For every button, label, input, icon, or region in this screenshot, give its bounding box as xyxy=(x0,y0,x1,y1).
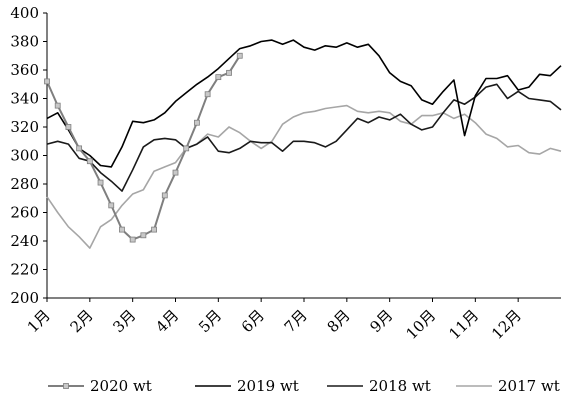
series-line-2017-wt xyxy=(46,104,562,249)
x-tick-label: 1月 xyxy=(24,306,54,336)
x-tick-label: 6月 xyxy=(238,306,268,336)
data-point xyxy=(226,69,232,76)
series-line-2019-wt xyxy=(46,39,562,168)
x-tick-label: 10月 xyxy=(402,306,439,343)
data-point xyxy=(204,91,211,98)
x-tick-label: 7月 xyxy=(281,306,311,336)
y-tick-label: 360 xyxy=(10,61,39,79)
y-tick-label: 340 xyxy=(10,90,39,108)
y-tick-label: 320 xyxy=(10,118,39,136)
x-tick-label: 9月 xyxy=(366,306,396,336)
y-tick-label: 280 xyxy=(10,175,39,193)
data-point xyxy=(119,226,125,233)
series-layer xyxy=(44,39,562,249)
legend-label: 2019 wt xyxy=(237,377,299,395)
x-tick-label: 4月 xyxy=(152,306,182,336)
data-point xyxy=(215,74,222,81)
series-line-2018-wt xyxy=(46,83,562,192)
y-tick-label: 260 xyxy=(10,204,39,222)
x-tick-label: 3月 xyxy=(109,306,139,336)
data-point xyxy=(183,145,190,152)
x-tick-label: 12月 xyxy=(488,306,525,343)
data-point xyxy=(65,124,72,130)
data-point xyxy=(151,226,157,233)
y-tick-label: 200 xyxy=(10,289,39,307)
legend-label: 2020 wt xyxy=(90,377,152,395)
data-point xyxy=(194,119,200,126)
y-tick-label: 400 xyxy=(10,4,39,22)
data-point xyxy=(86,158,93,165)
x-tick-label: 11月 xyxy=(445,306,482,343)
x-tick-label: 2月 xyxy=(67,306,97,336)
data-point xyxy=(129,236,136,243)
data-point xyxy=(44,78,50,85)
data-point xyxy=(140,232,147,239)
legend-marker xyxy=(63,383,69,389)
legend-label: 2017 wt xyxy=(498,377,560,395)
data-point xyxy=(172,169,179,176)
data-point xyxy=(76,145,83,152)
data-point xyxy=(161,192,168,199)
data-point xyxy=(108,202,115,209)
data-point xyxy=(236,52,243,59)
chart-legend: 2020 wt 2019 wt 2018 wt 2017 wt xyxy=(48,377,560,395)
chart-axes: 200 220 240 260 280 300 320 340 360 380 400 1月 2月 3月 4… xyxy=(10,4,561,343)
y-tick-label: 300 xyxy=(10,147,39,165)
y-tick-label: 220 xyxy=(10,261,39,279)
x-tick-label: 5月 xyxy=(195,306,225,336)
data-point xyxy=(54,102,61,109)
y-tick-label: 380 xyxy=(10,33,39,51)
data-point xyxy=(97,179,104,186)
legend-label: 2018 wt xyxy=(369,377,431,395)
y-tick-label: 240 xyxy=(10,232,39,250)
x-tick-label: 8月 xyxy=(324,306,354,336)
